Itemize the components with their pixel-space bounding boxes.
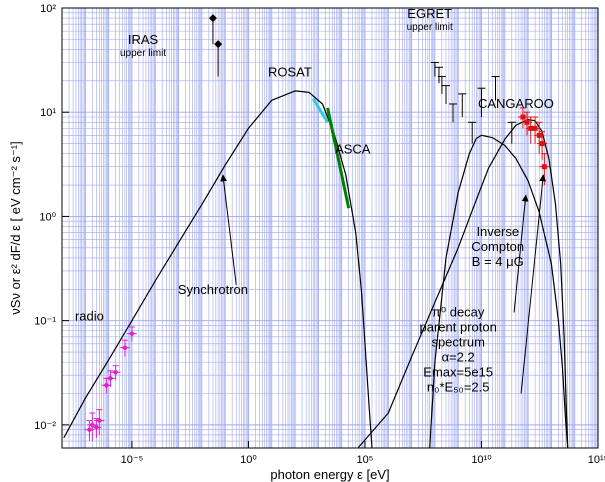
annotation-radio: radio bbox=[75, 309, 104, 324]
cangaroo-point bbox=[542, 164, 547, 169]
x-tick-label: 10¹⁰ bbox=[471, 454, 492, 466]
x-axis-label: photon energy ε [eV] bbox=[270, 467, 389, 482]
annotation-pi0: Emax=5e15 bbox=[423, 364, 493, 379]
annotation-iras: IRAS bbox=[128, 32, 159, 47]
y-tick-label: 10¹ bbox=[40, 107, 56, 119]
cangaroo-point bbox=[520, 114, 525, 119]
annotation-pi0: π⁰ decay bbox=[432, 304, 485, 319]
annotation-egret: EGRET bbox=[407, 6, 452, 21]
x-tick-label: 10⁵ bbox=[357, 454, 374, 466]
annotation-ic: Inverse bbox=[476, 224, 519, 239]
annotation-cangaroo: CANGAROO bbox=[478, 96, 554, 111]
annotation-rosat: ROSAT bbox=[268, 65, 312, 80]
y-tick-label: 10⁻¹ bbox=[34, 316, 56, 328]
series-inverse-compton bbox=[358, 120, 568, 448]
cangaroo-point bbox=[537, 133, 542, 138]
annotation-pi0: α=2.2 bbox=[442, 349, 475, 364]
cangaroo-point bbox=[540, 141, 545, 146]
y-axis-label: νSν or ε² dF/d ε [ eV cm⁻² s⁻¹] bbox=[8, 141, 23, 314]
annotation-ic: Compton bbox=[471, 239, 524, 254]
x-tick-label: 10⁻⁵ bbox=[121, 454, 144, 466]
iras-point bbox=[214, 40, 222, 48]
annotation-pi0: parent proton bbox=[420, 319, 497, 334]
cangaroo-point bbox=[533, 126, 538, 131]
x-tick-label: 10⁰ bbox=[240, 454, 257, 466]
x-tick-label: 10¹⁵ bbox=[588, 454, 605, 466]
y-tick-label: 10⁻² bbox=[34, 420, 56, 432]
annotation-iras: upper limit bbox=[120, 48, 166, 59]
y-tick-label: 10⁰ bbox=[39, 211, 56, 223]
y-tick-label: 10² bbox=[40, 3, 56, 15]
annotation-egret: upper limit bbox=[407, 22, 453, 33]
series--decay bbox=[430, 135, 568, 448]
annotation-ic: B = 4 μG bbox=[472, 254, 524, 269]
cangaroo-point bbox=[525, 120, 530, 125]
annotation-pi0: n₀*E₅₀=2.5 bbox=[427, 379, 490, 394]
annotation-pi0: spectrum bbox=[431, 334, 484, 349]
annotation-asca: ASCA bbox=[335, 142, 371, 157]
annotation-synchrotron: Synchrotron bbox=[178, 282, 248, 297]
radio-point bbox=[113, 369, 119, 375]
